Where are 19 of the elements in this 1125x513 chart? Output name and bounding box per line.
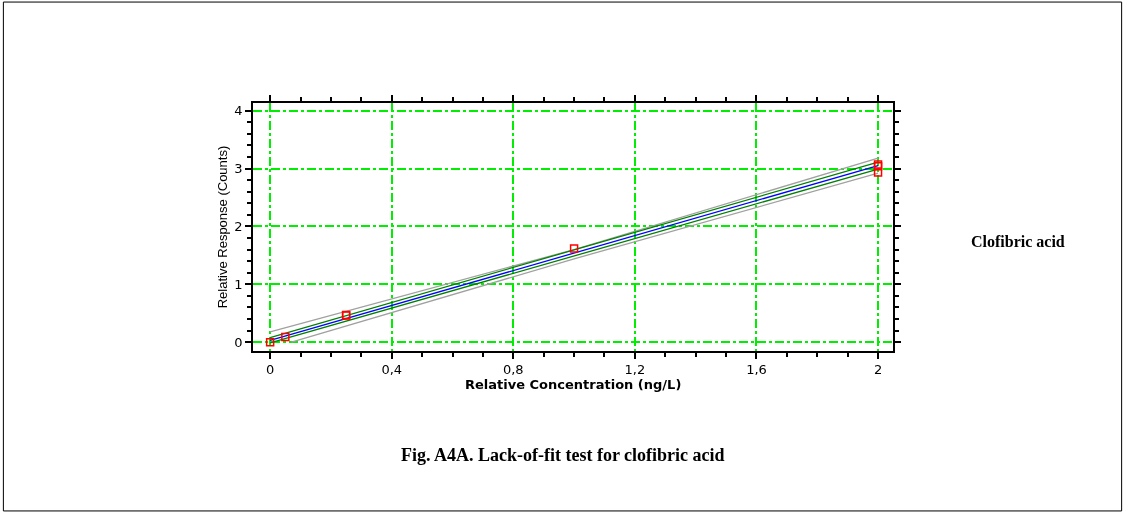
x-tick-label: 1,6 (746, 362, 767, 378)
y-tick-label: 2 (234, 218, 243, 234)
point (873, 168, 883, 177)
x-tick-label: 0 (266, 362, 275, 378)
y-tick-label: 0 (234, 334, 243, 350)
x-tick-label: 2 (873, 362, 883, 378)
point (281, 332, 290, 342)
point (569, 244, 579, 253)
x-tick-label: 0,8 (502, 362, 524, 378)
x-axis-title: Relative Concentration (ng/L) (465, 377, 682, 393)
x-tick-label: 0,4 (381, 362, 403, 378)
caption: Fig. A4A. Lack-of-fit test for clofibric acid (401, 445, 725, 465)
y-tick-label: 3 (234, 161, 243, 177)
y-tick-label: 4 (234, 103, 243, 119)
x-tick-label: 1,2 (624, 362, 646, 378)
y-axis-title: Relative Response (Counts) (214, 145, 230, 309)
text: Clofibric acid (971, 233, 1065, 250)
y-tick-label: 1 (234, 276, 243, 292)
point (265, 337, 275, 347)
